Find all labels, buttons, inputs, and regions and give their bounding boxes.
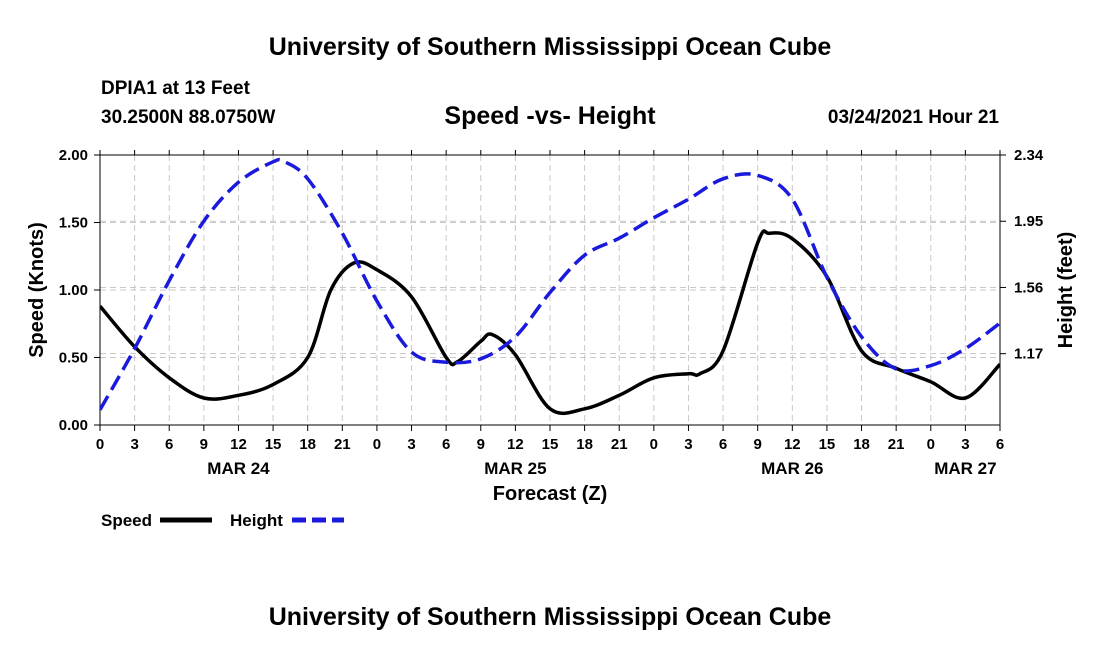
page-title: University of Southern Mississippi Ocean… (269, 33, 832, 61)
chart-title: Speed -vs- Height (444, 102, 656, 130)
y2-axis-label: Height (feet) (1055, 232, 1077, 349)
station-label: DPIA1 at 13 Feet (101, 78, 251, 99)
x-tick-label: 0 (373, 436, 381, 453)
x-tick-label: 3 (407, 436, 415, 453)
y2-tick-label: 1.95 (1014, 213, 1043, 230)
x-axis-label: Forecast (Z) (493, 483, 607, 505)
x-tick-label: 15 (542, 436, 559, 453)
legend: Speed Height (101, 511, 344, 530)
x-tick-label: 21 (888, 436, 905, 453)
x-tick-label: 6 (442, 436, 450, 453)
date-label: MAR 25 (484, 459, 546, 478)
series-lines (100, 157, 1000, 416)
tick-labels: 0 3 6 9 12 15 18 21 0 3 6 9 12 15 18 21 0 3 6 9 12 15 18 21 0 3 6 0… (59, 147, 1044, 478)
x-tick-label: 3 (684, 436, 692, 453)
axes (94, 150, 1006, 431)
x-tick-label: 0 (927, 436, 935, 453)
x-tick-label: 9 (200, 436, 208, 453)
x-tick-label: 3 (961, 436, 969, 453)
footer-title: University of Southern Mississippi Ocean… (269, 603, 832, 631)
series-line-height (100, 157, 1000, 411)
x-tick-label: 15 (265, 436, 282, 453)
y2-tick-label: 2.34 (1014, 147, 1044, 164)
x-tick-label: 12 (507, 436, 524, 453)
x-tick-label: 3 (130, 436, 138, 453)
x-tick-label: 6 (719, 436, 727, 453)
date-label: MAR 26 (761, 459, 823, 478)
y-tick-label: 1.50 (59, 215, 88, 232)
x-tick-label: 18 (853, 436, 870, 453)
x-tick-label: 12 (230, 436, 247, 453)
date-label: MAR 24 (207, 459, 270, 478)
x-tick-label: 9 (477, 436, 485, 453)
datetime-label: 03/24/2021 Hour 21 (828, 107, 1000, 128)
x-tick-label: 21 (611, 436, 628, 453)
date-label: MAR 27 (934, 459, 996, 478)
x-tick-label: 9 (754, 436, 762, 453)
y-tick-label: 2.00 (59, 147, 88, 164)
x-tick-label: 21 (334, 436, 351, 453)
y2-tick-label: 1.56 (1014, 279, 1043, 296)
x-tick-label: 6 (996, 436, 1004, 453)
legend-height-label: Height (230, 511, 283, 530)
x-tick-label: 15 (819, 436, 836, 453)
y-tick-label: 1.00 (59, 282, 88, 299)
x-tick-label: 0 (96, 436, 104, 453)
x-tick-label: 18 (576, 436, 593, 453)
x-tick-label: 6 (165, 436, 173, 453)
plot-frame (99, 154, 1001, 426)
x-tick-label: 12 (784, 436, 801, 453)
y-tick-label: 0.50 (59, 350, 88, 367)
y-axis-label: Speed (Knots) (26, 222, 48, 358)
y-tick-label: 0.00 (59, 417, 88, 434)
x-tick-label: 18 (299, 436, 316, 453)
x-tick-label: 0 (650, 436, 658, 453)
coordinates-label: 30.2500N 88.0750W (101, 107, 275, 128)
y2-tick-label: 1.17 (1014, 346, 1043, 363)
legend-speed-label: Speed (101, 511, 152, 530)
